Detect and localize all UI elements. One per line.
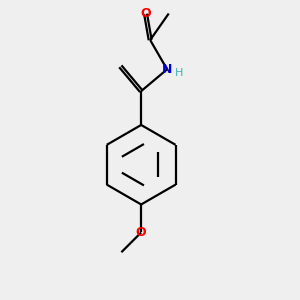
Text: O: O [140, 8, 151, 20]
Text: O: O [136, 226, 146, 239]
Text: N: N [162, 63, 172, 76]
Text: H: H [175, 68, 184, 78]
